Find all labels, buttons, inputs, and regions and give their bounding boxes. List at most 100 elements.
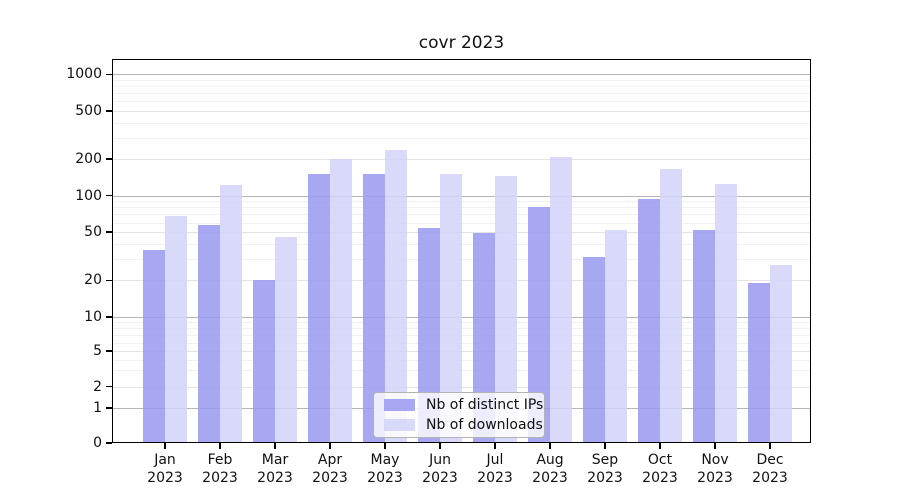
y-tick-label: 5 — [93, 343, 102, 359]
x-tick-mark — [604, 443, 606, 449]
bar-distinct-ips — [308, 174, 330, 443]
bar-downloads — [770, 264, 792, 443]
y-tick-label: 200 — [75, 151, 102, 168]
legend: Nb of distinct IPs Nb of downloads — [373, 392, 545, 438]
x-tick-label: Sep 2023 — [565, 451, 645, 487]
gridline-minor — [112, 122, 811, 124]
x-tick-label-year: 2023 — [367, 470, 403, 486]
bar-downloads — [275, 236, 297, 443]
x-tick-label: Nov 2023 — [675, 451, 755, 487]
x-tick-label: Dec 2023 — [730, 451, 810, 487]
legend-label-distinct-ips: Nb of distinct IPs — [426, 397, 544, 413]
x-tick-label-year: 2023 — [752, 470, 788, 486]
bar-distinct-ips — [528, 207, 550, 443]
gridline-minor — [112, 101, 811, 103]
bar-downloads — [330, 159, 352, 443]
bar-distinct-ips — [143, 249, 165, 443]
x-tick-label-year: 2023 — [532, 470, 568, 486]
x-tick-label-month: Feb — [207, 452, 233, 468]
bar-downloads — [440, 174, 462, 443]
gridline-minor — [112, 137, 811, 139]
gridline-minor — [112, 79, 811, 81]
x-tick-label: Jun 2023 — [400, 451, 480, 487]
bar-distinct-ips — [473, 233, 495, 443]
y-tick-mark — [106, 279, 112, 282]
gridline-major — [112, 159, 811, 161]
y-tick-mark — [106, 158, 112, 160]
x-tick-label-month: Aug — [536, 452, 564, 468]
bar-downloads — [660, 169, 682, 443]
bar-distinct-ips — [693, 230, 715, 443]
y-tick-label: 100 — [75, 187, 102, 204]
gridline-major — [112, 74, 811, 76]
legend-swatch-downloads — [384, 419, 415, 431]
x-tick-label: Mar 2023 — [235, 451, 315, 487]
legend-item-downloads: Nb of downloads — [374, 417, 544, 433]
bar-distinct-ips — [253, 280, 275, 443]
x-tick-label-year: 2023 — [257, 470, 293, 486]
x-tick-label: Aug 2023 — [510, 451, 590, 487]
x-tick-label-month: May — [370, 452, 400, 468]
x-tick-label-month: Jul — [486, 452, 504, 468]
x-tick-label-month: Jan — [154, 452, 176, 468]
bar-distinct-ips — [583, 257, 605, 443]
x-tick-label-month: Sep — [591, 452, 619, 468]
bar-downloads — [495, 176, 517, 443]
x-tick-label-year: 2023 — [477, 470, 513, 486]
x-tick-label-year: 2023 — [422, 470, 458, 486]
x-tick-label-year: 2023 — [312, 470, 348, 486]
gridline-minor — [112, 93, 811, 95]
x-tick-label-month: Oct — [647, 452, 673, 468]
x-tick-label-year: 2023 — [587, 470, 623, 486]
y-tick-label: 20 — [84, 272, 102, 289]
x-tick-mark — [659, 443, 661, 449]
legend-item-distinct-ips: Nb of distinct IPs — [374, 397, 544, 413]
y-tick-label: 50 — [84, 224, 102, 241]
x-tick-label-month: Jun — [429, 452, 451, 468]
y-tick-mark — [106, 350, 112, 352]
y-tick-label: 1000 — [66, 66, 102, 83]
y-tick-label: 500 — [75, 102, 102, 119]
bar-distinct-ips — [363, 173, 385, 443]
x-tick-label: Feb 2023 — [180, 451, 260, 487]
x-tick-mark — [494, 443, 496, 449]
x-tick-label-month: Nov — [701, 452, 729, 468]
chart-title: covr 2023 — [418, 33, 505, 53]
legend-label-downloads: Nb of downloads — [426, 417, 543, 433]
x-tick-label: Jul 2023 — [455, 451, 535, 487]
y-tick-mark — [106, 316, 112, 318]
x-tick-mark — [329, 443, 331, 449]
x-tick-mark — [384, 443, 386, 449]
bar-distinct-ips — [418, 228, 440, 443]
x-tick-label: May 2023 — [345, 451, 425, 487]
x-tick-label-year: 2023 — [642, 470, 678, 486]
x-tick-label-month: Apr — [317, 452, 343, 468]
y-tick-mark — [106, 231, 112, 233]
x-tick-mark — [714, 443, 716, 449]
y-tick-mark — [106, 194, 112, 197]
x-tick-label-year: 2023 — [202, 470, 238, 486]
x-tick-mark — [164, 443, 166, 449]
x-tick-mark — [549, 443, 551, 449]
x-tick-mark — [274, 443, 276, 449]
bar-downloads — [605, 230, 627, 443]
x-tick-label-year: 2023 — [697, 470, 733, 486]
x-tick-mark — [769, 443, 771, 449]
y-tick-label: 1 — [93, 400, 102, 416]
x-tick-label-month: Dec — [756, 452, 784, 468]
gridline-major — [112, 110, 811, 112]
y-tick-mark — [106, 73, 112, 76]
y-tick-label: 2 — [93, 378, 102, 395]
y-tick-label: 0 — [93, 435, 102, 451]
bar-downloads — [715, 184, 737, 443]
bar-distinct-ips — [638, 198, 660, 443]
x-tick-label-month: Mar — [261, 452, 289, 468]
bar-downloads — [550, 156, 572, 443]
x-tick-mark — [439, 443, 441, 449]
bar-distinct-ips — [198, 225, 220, 443]
y-tick-mark — [106, 385, 112, 388]
bar-distinct-ips — [748, 283, 770, 443]
y-tick-mark — [106, 407, 112, 409]
bar-downloads — [165, 216, 187, 443]
